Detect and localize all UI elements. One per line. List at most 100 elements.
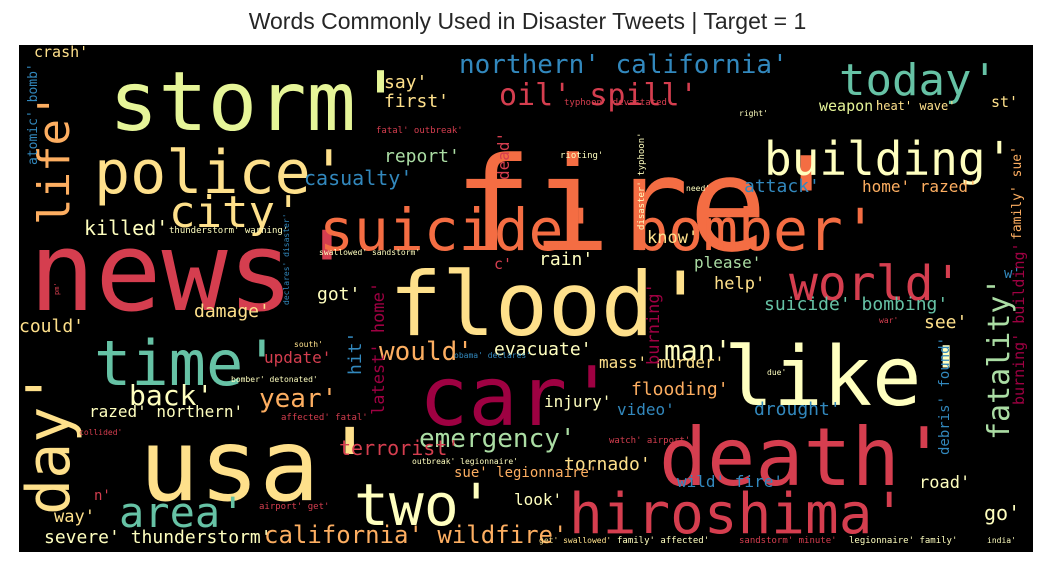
word-razed-northern: razed' northern' [89, 402, 243, 421]
word-flooding: flooding' [631, 379, 729, 400]
word-heat-wave: heat' wave' [876, 99, 955, 113]
word-w: w' [1004, 266, 1021, 282]
word-video: video' [617, 400, 675, 419]
word-bomber-detonated: bomber' detonated' [231, 375, 318, 384]
word-today: today' [839, 55, 998, 106]
word-go: go' [984, 501, 1020, 525]
word-c: c' [494, 255, 512, 273]
word-india: india' [987, 536, 1016, 545]
word-city: city' [169, 187, 301, 238]
word-family-affected: family' affected' [617, 536, 709, 546]
word-family-sue: family' sue' [1010, 146, 1025, 240]
word-year: year' [259, 384, 337, 414]
word-police: police' [94, 138, 347, 208]
word-burning-building: burning' building' [1010, 242, 1028, 405]
word-world: world' [789, 256, 962, 312]
word-like: like' [724, 330, 971, 425]
word-look: look' [514, 490, 562, 509]
word-hiroshima: hiroshima' [569, 482, 906, 547]
word-thunderstorm-warning: thunderstorm' warning' [169, 226, 288, 236]
word-time: time' [94, 327, 281, 400]
word-cloud: fire' news' usa' storm' flood' death' like' car… [19, 45, 1033, 552]
word-help: help' [714, 274, 765, 294]
word-could: could' [19, 316, 84, 337]
word-news: news' [29, 208, 360, 336]
word-update: update' [264, 348, 331, 367]
word-debris-found: debris' found' [937, 337, 953, 455]
word-sue-legionnaire: sue' legionnaire' [454, 465, 597, 481]
word-two: two' [354, 471, 494, 539]
word-way: way' [54, 507, 95, 527]
word-flood: flood' [389, 253, 707, 356]
word-disaster-typhoon: disaster' typhoon' [637, 132, 647, 230]
word-obama-declares: obama' declares' [454, 351, 531, 360]
word-due: due' [767, 368, 786, 377]
word-know: know' [647, 228, 698, 248]
word-outbreak-legionnaire: outbreak' legionnaire' [412, 457, 518, 466]
word-death: death' [659, 411, 948, 504]
word-report: report' [384, 146, 460, 167]
word-atomic-bomb: atomic' bomb' [26, 63, 41, 165]
word-collided: collided' [79, 428, 122, 437]
word-tornado: tornado' [564, 454, 651, 475]
word-cloud-canvas: fire' news' usa' storm' flood' death'like' car… [19, 45, 1028, 549]
word-severe-thunderstorm: severe' thunderstorm' [44, 527, 272, 548]
word-home-razed: home' razed' [862, 177, 978, 196]
word-emergency: emergency' [419, 424, 576, 454]
word-south: south' [294, 340, 323, 349]
word-fire: fire' [454, 129, 845, 281]
word-day: day' [19, 371, 84, 516]
word-northern-california: northern' california' [459, 50, 788, 80]
word-war: war' [879, 316, 898, 325]
word-wild-fire: wild' fire' [677, 472, 783, 491]
word-evacuate: evacuate' [494, 339, 592, 360]
word-usa: usa' [139, 407, 380, 524]
word-man: man' [664, 334, 731, 367]
word-get-swallowed: get' swallowed' [539, 536, 611, 545]
word-sandstorm-minute: sandstorm' minute' [739, 536, 837, 546]
word-please: please' [694, 253, 761, 272]
word-crash: crash' [34, 45, 88, 61]
word-back: back' [129, 379, 213, 412]
word-hit: hit' [345, 332, 366, 375]
word-life: life' [29, 93, 80, 225]
word-terrorist: terrorist' [339, 436, 459, 460]
word-injury: injury' [544, 392, 611, 411]
word-got: got' [317, 284, 360, 305]
word-n: n' [94, 488, 111, 504]
word-casualty: casualty' [304, 166, 412, 190]
word-swallowed-sandstorm: swallowed' sandstorm' [319, 248, 420, 257]
word-first: first' [384, 91, 449, 112]
word-suicide-bomber: suicide' bomber' [319, 196, 878, 264]
word-weapon: weapon' [819, 97, 882, 115]
word-fatal-outbreak: fatal' outbreak' [376, 126, 463, 136]
word-say: say' [384, 72, 427, 93]
word-affected-fatal: affected' fatal' [281, 413, 368, 423]
word-building: building' [764, 132, 1013, 186]
word-rain: rain' [539, 249, 593, 270]
word-right: right' [739, 109, 768, 118]
word-airport-get: airport' get' [259, 502, 329, 512]
word-damage: damage' [194, 301, 270, 322]
word-oil-spill: oil' spill' [499, 78, 698, 113]
word-fatality: fatality' [982, 277, 1017, 440]
word-suicide-bombing: suicide' bombing' [764, 294, 948, 315]
word-pm: pm' [53, 282, 61, 295]
word-st: st' [991, 93, 1018, 111]
word-mass-murder: mass' murder' [599, 353, 724, 372]
word-would: would' [379, 337, 473, 367]
word-dead: dead' [494, 132, 513, 180]
word-killed: killed' [84, 216, 168, 240]
word-typhoon-devastated: typhoon' devastated' [564, 98, 672, 108]
word-attack: attack' [744, 176, 820, 197]
word-california-wildfire: california' wildfire' [264, 521, 567, 549]
word-rioting: rioting' [560, 151, 603, 161]
word-car: car' [419, 350, 616, 445]
word-latest-home: latest' home' [369, 282, 389, 415]
word-road: road' [919, 473, 970, 493]
word-need: need' [686, 184, 710, 193]
word-legionnaire-family: legionnaire' family' [849, 536, 957, 546]
word-area: area' [119, 488, 245, 537]
word-watch-airport: watch' airport' [609, 436, 690, 446]
word-declares-disaster: declares' disaster' [282, 213, 291, 305]
